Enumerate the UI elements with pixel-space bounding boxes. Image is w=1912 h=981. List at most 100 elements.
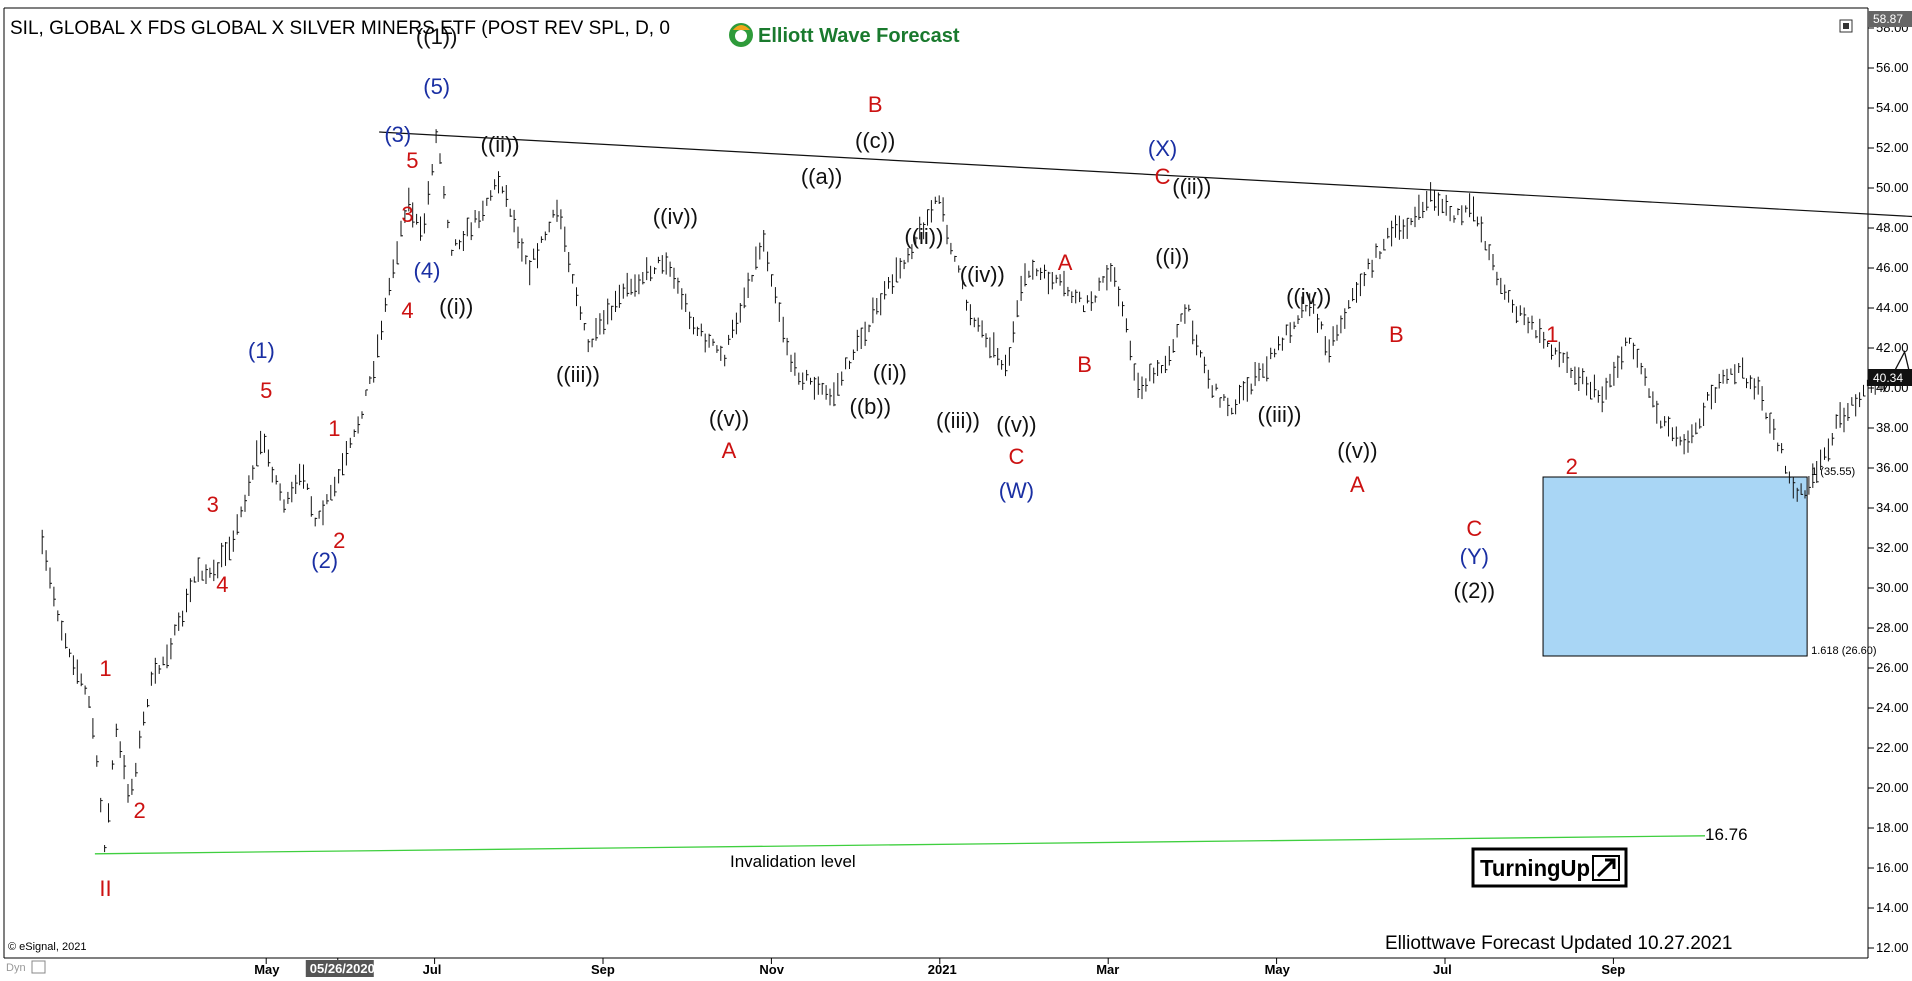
arrow-glyph-icon xyxy=(1596,858,1616,878)
wave-label-35: B xyxy=(1077,352,1092,377)
restore-window-icon[interactable] xyxy=(1839,19,1853,33)
x-tick-label-2: Jul xyxy=(423,962,442,977)
wave-label-42: ((v)) xyxy=(1337,438,1377,463)
y-tick-label-6: 24.00 xyxy=(1876,700,1909,715)
wave-label-25: ((c)) xyxy=(855,128,895,153)
y-tick-label-9: 30.00 xyxy=(1876,580,1909,595)
wave-label-29: ((iii)) xyxy=(936,408,980,433)
target-box xyxy=(1542,476,1808,657)
y-tick-label-20: 52.00 xyxy=(1876,140,1909,155)
y-tick-label-11: 34.00 xyxy=(1876,500,1909,515)
wave-label-33: (W) xyxy=(999,478,1034,503)
wave-label-7: 1 xyxy=(328,416,340,441)
wave-label-19: ((iii)) xyxy=(556,362,600,387)
y-tick-label-3: 18.00 xyxy=(1876,820,1909,835)
wave-label-8: 2 xyxy=(333,528,345,553)
y-tick-label-8: 28.00 xyxy=(1876,620,1909,635)
logo: Elliott Wave Forecast xyxy=(729,23,960,47)
wave-label-4: 4 xyxy=(216,572,228,597)
x-axis: May 05/26/2020 Jul Sep Nov 2021 Mar May Jul Sep xyxy=(254,958,1625,977)
target-zone: 1 (35.55) 1.618 (26.60) xyxy=(1542,466,1877,657)
calendar-icon[interactable] xyxy=(31,960,46,974)
y-tick-label-4: 20.00 xyxy=(1876,780,1909,795)
wave-label-41: ((iii)) xyxy=(1258,402,1302,427)
top-price-marker: 58.87 xyxy=(1868,11,1912,27)
wave-label-48: 1 xyxy=(1546,322,1558,347)
turning-up-text: TurningUp xyxy=(1480,855,1590,881)
wave-label-49: 2 xyxy=(1566,454,1578,479)
y-axis: 12.00 14.00 16.00 18.00 20.00 22.00 24.00 26.00… xyxy=(1868,20,1909,955)
wave-label-5: (1) xyxy=(248,338,275,363)
last-price-bg xyxy=(1868,369,1912,386)
top-price-label: 58.87 xyxy=(1873,12,1903,26)
wave-label-0: II xyxy=(99,876,111,901)
logo-arc-icon xyxy=(733,25,750,30)
wave-label-22: A xyxy=(722,438,737,463)
wave-label-16: ((1)) xyxy=(416,24,458,49)
invalidation-label: Invalidation level xyxy=(730,852,856,871)
wave-label-28: ((ii)) xyxy=(904,224,943,249)
wave-label-20: ((iv)) xyxy=(653,204,698,229)
target-bottom-label: 1.618 (26.60) xyxy=(1811,645,1876,657)
x-tick-label-7: May xyxy=(1265,962,1291,977)
target-top-label: 1 (35.55) xyxy=(1811,466,1855,478)
y-tick-label-0: 12.00 xyxy=(1876,940,1909,955)
y-tick-label-15: 42.00 xyxy=(1876,340,1909,355)
y-tick-label-12: 36.00 xyxy=(1876,460,1909,475)
last-price-marker: 40.34 xyxy=(1868,369,1912,386)
wave-label-38: ((ii)) xyxy=(1172,174,1211,199)
wave-label-17: ((i)) xyxy=(439,294,473,319)
wave-label-31: ((v)) xyxy=(996,412,1036,437)
y-tick-label-22: 56.00 xyxy=(1876,60,1909,75)
wave-label-18: ((ii)) xyxy=(481,132,520,157)
y-tick-label-10: 32.00 xyxy=(1876,540,1909,555)
x-tick-label-8: Jul xyxy=(1433,962,1452,977)
dyn-label: Dyn xyxy=(6,962,26,974)
y-tick-label-7: 26.00 xyxy=(1876,660,1909,675)
x-tick-label-0: May xyxy=(254,962,280,977)
wave-label-32: C xyxy=(1008,444,1024,469)
x-tick-label-6: Mar xyxy=(1096,962,1119,977)
wave-label-43: A xyxy=(1350,472,1365,497)
wave-label-37: C xyxy=(1155,164,1171,189)
y-tick-label-19: 50.00 xyxy=(1876,180,1909,195)
y-tick-label-18: 48.00 xyxy=(1876,220,1909,235)
wave-label-15: (5) xyxy=(423,74,450,99)
y-tick-label-16: 44.00 xyxy=(1876,300,1909,315)
y-tick-label-1: 14.00 xyxy=(1876,900,1909,915)
wave-label-14: (3) xyxy=(384,122,411,147)
wave-label-39: ((i)) xyxy=(1155,244,1189,269)
wave-label-23: ((a)) xyxy=(801,164,843,189)
x-tick-label-1: 05/26/2020 xyxy=(310,961,375,976)
chart-title: SIL, GLOBAL X FDS GLOBAL X SILVER MINERS… xyxy=(10,18,670,39)
wave-label-21: ((v)) xyxy=(709,406,749,431)
y-tick-label-5: 22.00 xyxy=(1876,740,1909,755)
logo-text: Elliott Wave Forecast xyxy=(758,25,960,47)
wave-label-27: ((i)) xyxy=(873,360,907,385)
x-tick-label-9: Sep xyxy=(1601,962,1625,977)
x-tick-label-4: Nov xyxy=(759,962,784,977)
x-tick-label-3: Sep xyxy=(591,962,615,977)
wave-label-26: ((b)) xyxy=(850,394,892,419)
top-price-bg xyxy=(1868,11,1912,27)
wave-label-3: 3 xyxy=(207,492,219,517)
invalidation-line xyxy=(94,835,1706,855)
wave-label-9: (2) xyxy=(311,548,338,573)
wave-labels: II1234(1)512(2)43(4)5(3)(5)((1))((i))((i… xyxy=(99,24,1578,901)
wave-label-13: 5 xyxy=(406,148,418,173)
updated-text: Elliottwave Forecast Updated 10.27.2021 xyxy=(1385,933,1733,954)
turning-up-badge: TurningUp xyxy=(1471,847,1628,888)
wave-label-45: C xyxy=(1466,516,1482,541)
y-tick-label-2: 16.00 xyxy=(1876,860,1909,875)
wave-label-30: ((iv)) xyxy=(960,262,1005,287)
x-highlight-bg xyxy=(305,960,374,977)
wave-label-6: 5 xyxy=(260,378,272,403)
wave-label-1: 1 xyxy=(99,656,111,681)
wave-label-44: B xyxy=(1389,322,1404,347)
wave-label-34: A xyxy=(1058,250,1073,275)
price-bars xyxy=(41,129,1885,853)
wave-label-40: ((iv)) xyxy=(1286,284,1331,309)
wave-label-10: 4 xyxy=(401,298,413,323)
y-tick-label-21: 54.00 xyxy=(1876,100,1909,115)
